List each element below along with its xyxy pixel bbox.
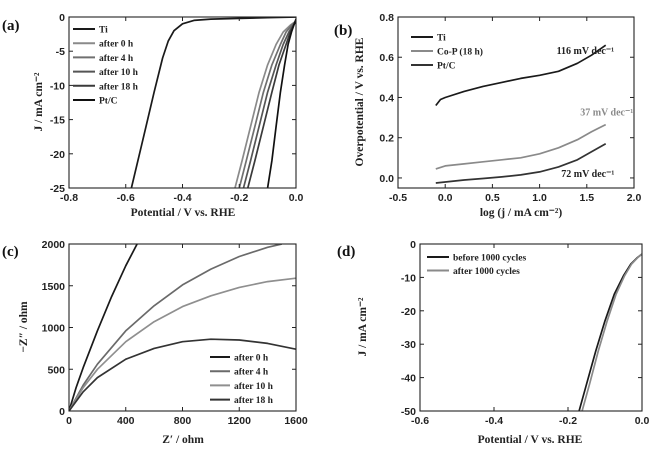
y-tick-label: 0 — [59, 406, 65, 418]
y-tick-label: 0.6 — [379, 52, 394, 64]
y-axis-label: −Z″ / ohm — [18, 301, 30, 353]
legend: after 0 h after 4 h after 10 h after 18 h — [210, 354, 274, 406]
series-line — [130, 17, 296, 188]
x-tick-label: -0.2 — [559, 415, 577, 427]
x-tick-label: 0.0 — [289, 192, 304, 204]
y-tick-label: 1500 — [42, 281, 66, 293]
x-tick-label: -0.2 — [230, 192, 248, 204]
legend-label: after 1000 cycles — [453, 267, 520, 277]
y-tick-label: -50 — [401, 406, 416, 418]
x-tick-label: -0.5 — [389, 192, 407, 204]
y-tick-label: -15 — [50, 115, 65, 127]
series-group — [69, 244, 296, 411]
legend-label: Pt/C — [437, 62, 456, 72]
x-tick-label: 400 — [117, 415, 135, 427]
plot-frame — [419, 243, 643, 412]
legend-label: after 18 h — [99, 82, 139, 92]
y-tick-label: -20 — [50, 149, 65, 161]
x-tick-label: -0.4 — [173, 192, 191, 204]
y-axis-label: J / mA cm⁻² — [357, 297, 369, 357]
legend-label: after 4 h — [99, 54, 134, 64]
legend-label: after 10 h — [234, 382, 274, 392]
x-tick-label: -0.4 — [485, 415, 503, 427]
plot-frame — [397, 16, 635, 189]
y-tick-label: 0.2 — [379, 133, 394, 145]
y-tick-label: 0.8 — [379, 12, 394, 24]
slope-annotation: 116 mV dec⁻¹ — [557, 46, 615, 57]
series-line — [238, 20, 296, 188]
series-group — [130, 17, 296, 188]
legend-label: after 18 h — [234, 396, 274, 406]
x-tick-label: -0.6 — [117, 192, 135, 204]
series-line — [69, 338, 296, 411]
panel-2: (c) 0 400 800 1200 1600 0 500 1000 1500 2000 Z′ / o… — [2, 239, 308, 446]
y-tick-label: 500 — [47, 364, 65, 376]
y-axis-label: Overpotential / V vs. RHE — [354, 37, 366, 166]
legend-label: after 10 h — [99, 68, 139, 78]
panel-label: (d) — [337, 244, 355, 260]
series-line — [581, 253, 642, 411]
series-line — [435, 123, 607, 170]
legend: Ti Co-P (18 h) Pt/C — [411, 34, 483, 72]
legend: before 1000 cycles after 1000 cycles — [427, 254, 526, 277]
y-tick-label: -10 — [401, 272, 416, 284]
y-tick-label: -5 — [56, 46, 65, 58]
legend-label: after 0 h — [99, 40, 134, 50]
y-tick-label: 2000 — [42, 239, 66, 251]
legend-label: Co-P (18 h) — [437, 47, 483, 58]
series-line — [69, 277, 296, 411]
y-tick-label: 0.0 — [379, 173, 394, 185]
x-tick-label: 800 — [174, 415, 192, 427]
legend-label: Ti — [437, 34, 446, 44]
y-tick-label: -25 — [50, 183, 65, 195]
x-tick-label: 1.5 — [579, 192, 594, 204]
x-tick-label: 1600 — [284, 415, 308, 427]
legend-label: Ti — [99, 26, 108, 36]
legend-label: Pt/C — [99, 97, 118, 107]
y-tick-label: -20 — [401, 306, 416, 318]
legend: Ti after 0 h after 4 h after 10 h after 18 h… — [73, 26, 139, 107]
y-tick-label: -30 — [401, 339, 416, 351]
y-tick-label: -10 — [50, 80, 65, 92]
series-group — [435, 44, 607, 184]
legend-label: before 1000 cycles — [453, 254, 526, 264]
panel-0: (a) -0.8 -0.6 -0.4 -0.2 0.0 0 -5 -10 -15 -20 -25 Pot… — [2, 12, 303, 219]
slope-annotation: 37 mV dec⁻¹ — [580, 108, 633, 119]
series-line — [69, 244, 138, 411]
x-tick-label: 0.5 — [485, 192, 500, 204]
series-line — [435, 142, 607, 184]
panel-label: (c) — [2, 244, 19, 260]
series-group — [578, 253, 642, 411]
x-tick-label: 2.0 — [627, 192, 642, 204]
legend-label: after 0 h — [234, 354, 269, 364]
y-tick-label: 0 — [410, 239, 416, 251]
y-tick-label: 1000 — [42, 323, 66, 335]
y-tick-label: -40 — [401, 373, 416, 385]
y-tick-label: 0.4 — [379, 92, 394, 104]
series-line — [234, 20, 296, 188]
panel-1: (b) -0.5 0.0 0.5 1.0 1.5 2.0 0.0 0.2 0.4 0.6 0.8 log… — [334, 12, 641, 219]
x-tick-label: 1200 — [228, 415, 252, 427]
x-axis-label: Potential / V vs. RHE — [131, 207, 236, 219]
x-tick-label: -0.8 — [60, 192, 78, 204]
x-tick-label: 0 — [66, 415, 72, 427]
y-axis-label: J / mA cm⁻² — [33, 72, 45, 132]
series-line — [435, 44, 607, 107]
x-axis-label: log (j / mA cm⁻²) — [480, 207, 563, 219]
y-tick-label: 0 — [59, 12, 65, 24]
x-axis-label: Potential / V vs. RHE — [478, 434, 583, 446]
slope-annotation: 72 mV dec⁻¹ — [561, 169, 614, 180]
x-tick-label: 0.0 — [438, 192, 453, 204]
series-line — [266, 18, 296, 188]
panel-label: (a) — [2, 18, 20, 34]
x-axis-label: Z′ / ohm — [162, 434, 204, 446]
legend-label: after 4 h — [234, 368, 269, 378]
panel-3: (d) -0.6 -0.4 -0.2 0.0 0 -10 -20 -30 -40 -50 Potent… — [337, 239, 649, 446]
x-tick-label: 1.0 — [532, 192, 547, 204]
x-tick-label: -0.6 — [411, 415, 429, 427]
panel-label: (b) — [334, 23, 352, 39]
series-line — [69, 244, 282, 411]
x-tick-label: 0.0 — [635, 415, 650, 427]
